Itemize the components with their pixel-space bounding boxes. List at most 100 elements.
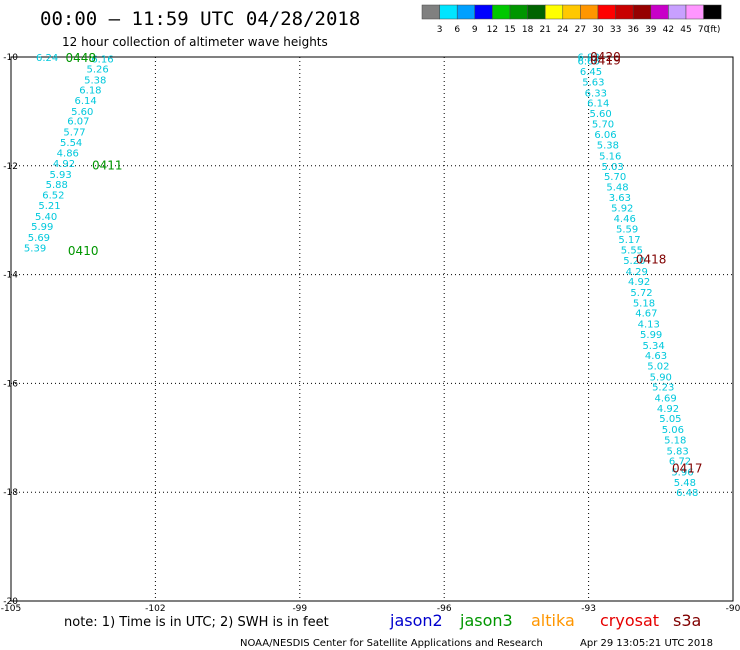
colorbar-tick-label: 24 [557, 25, 569, 35]
satellite-legend-altika: altika [531, 611, 575, 630]
colorbar-swatch [703, 4, 722, 20]
swh-value-label: 5.48 [606, 182, 628, 193]
colorbar-tick-label: 12 [487, 25, 498, 35]
colorbar-swatch [474, 4, 493, 20]
colorbar-tick-label: 6 [454, 25, 460, 35]
swh-value-label: 5.48 [674, 478, 696, 489]
x-tick-label: -90 [726, 604, 740, 614]
swh-value-label: 5.90 [650, 372, 672, 383]
y-tick-label: -20 [3, 597, 18, 607]
swh-value-label: 5.38 [84, 75, 106, 86]
swh-value-label: 4.46 [614, 214, 636, 225]
swh-value-label: 5.83 [667, 446, 689, 457]
swh-value-label: 5.02 [647, 361, 669, 372]
pass-time-label: 0418 [636, 252, 667, 266]
swh-value-label: 6.72 [669, 457, 691, 468]
swh-value-label: 6.52 [42, 191, 64, 202]
swh-value-label: 5.96 [671, 468, 693, 479]
swh-value-label: 6.66 [577, 56, 599, 67]
swh-value-label: 4.86 [57, 149, 79, 160]
swh-value-label: 5.26 [87, 64, 109, 75]
colorbar-swatch [632, 4, 652, 20]
colorbar-swatch [562, 4, 581, 20]
colorbar-tick-label: 15 [504, 25, 515, 35]
pass-time-label: 0417 [672, 462, 703, 476]
colorbar-legend: 3 6 9 12 15 18 21 24 27 30 33 36 39 42 45 70(ft) [421, 4, 722, 35]
plot-frame [10, 56, 734, 602]
wave-height-marks: 6.24 6.165.265.386.186.145.606.075.775.54… [24, 50, 703, 499]
swh-value-label: 6.24 [36, 53, 58, 64]
swh-value-label: 4.69 [654, 394, 676, 405]
swh-value-label: 5.18 [633, 298, 655, 309]
swh-value-label: 5.69 [28, 233, 50, 244]
colorbar-swatch [421, 4, 440, 20]
swh-value-label: 4.92 [628, 277, 650, 288]
colorbar-swatch [439, 4, 458, 20]
swh-value-label: 5.72 [630, 288, 652, 299]
chart-subtitle: 12 hour collection of altimeter wave hei… [62, 35, 328, 49]
colorbar-swatch [492, 4, 511, 20]
swh-value-label: 6.06 [594, 130, 616, 141]
colorbar-swatch [615, 4, 634, 20]
pass-time-label: 0420 [590, 50, 621, 64]
swh-value-label: 6.33 [585, 88, 607, 99]
colorbar-tick-label: 36 [627, 25, 639, 35]
swh-value-label: 6.45 [580, 67, 602, 78]
y-tick-label: -12 [3, 162, 18, 172]
swh-value-label: 6.18 [79, 86, 101, 97]
swh-value-label: 5.55 [621, 246, 643, 257]
footer-timestamp: Apr 29 13:05:21 UTC 2018 [580, 638, 713, 649]
y-tick-label: -14 [3, 271, 18, 281]
swh-value-label: 6.14 [587, 99, 609, 110]
swh-value-label: 5.93 [49, 170, 71, 181]
swh-value-label: 5.54 [60, 138, 82, 149]
axis-labels: -105 -102 -99 -96 -93 -90 -10 -12 -14 -16 -18 -20 [1, 53, 740, 614]
colorbar-tick-label: 70 [698, 25, 710, 35]
colorbar-tick-label: 33 [610, 25, 621, 35]
swh-value-label: 5.38 [597, 141, 619, 152]
swh-value-label: 4.63 [645, 351, 667, 362]
swh-value-label: 6.16 [91, 55, 113, 66]
colorbar-tick-label: 39 [645, 25, 657, 35]
colorbar-tick-label: 9 [472, 25, 478, 35]
swh-value-label: 5.63 [582, 77, 604, 88]
pass-time-label: 0448 [66, 51, 97, 65]
x-tick-label: -93 [581, 604, 596, 614]
footer: note: 1) Time is in UTC; 2) SWH is in fe… [64, 611, 713, 649]
colorbar-tick-label: 45 [680, 25, 691, 35]
colorbar-unit-label: (ft) [707, 25, 721, 35]
colorbar-swatch [456, 4, 476, 20]
colorbar-tick-label: 18 [522, 25, 534, 35]
footer-credit: NOAA/NESDIS Center for Satellite Applica… [240, 638, 543, 649]
colorbar-swatch [509, 4, 528, 20]
x-tick-label: -99 [292, 604, 307, 614]
swh-value-label: 5.59 [616, 224, 638, 235]
colorbar-tick-label: 27 [575, 25, 586, 35]
colorbar-swatch [580, 4, 599, 20]
swh-value-label: 5.05 [659, 414, 681, 425]
satellite-legend-s3a: s3a [673, 611, 701, 630]
swh-value-label: 5.21 [38, 201, 60, 212]
swh-value-label: 5.99 [640, 330, 662, 341]
swh-value-label: 5.40 [35, 212, 57, 223]
y-tick-label: -10 [3, 53, 18, 63]
swh-value-label: 5.16 [599, 151, 621, 162]
swh-value-label: 5.60 [590, 109, 612, 120]
x-tick-label: -105 [1, 604, 21, 614]
plot-area: -105 -102 -99 -96 -93 -90 -10 -12 -14 -16 -18 -20 6… [1, 50, 740, 614]
swh-value-label: 5.70 [604, 172, 626, 183]
swh-value-label: 5.03 [602, 162, 624, 173]
colorbar-tick-label: 30 [592, 25, 604, 35]
satellite-legend-jason2: jason2 [389, 611, 443, 630]
pass-time-label: 0411 [92, 159, 123, 173]
satellite-legend: jason2 jason3 altika cryosat s3a [389, 611, 701, 630]
swh-value-label: 5.60 [71, 107, 93, 118]
swh-value-label: 3.63 [609, 193, 631, 204]
swh-value-label: 5.17 [618, 235, 640, 246]
swh-value-label: 4.92 [53, 159, 75, 170]
colorbar-tick-label: 3 [437, 25, 443, 35]
satellite-legend-jason3: jason3 [459, 611, 513, 630]
swh-value-label: 5.18 [664, 435, 686, 446]
swh-value-label: 5.99 [31, 222, 53, 233]
